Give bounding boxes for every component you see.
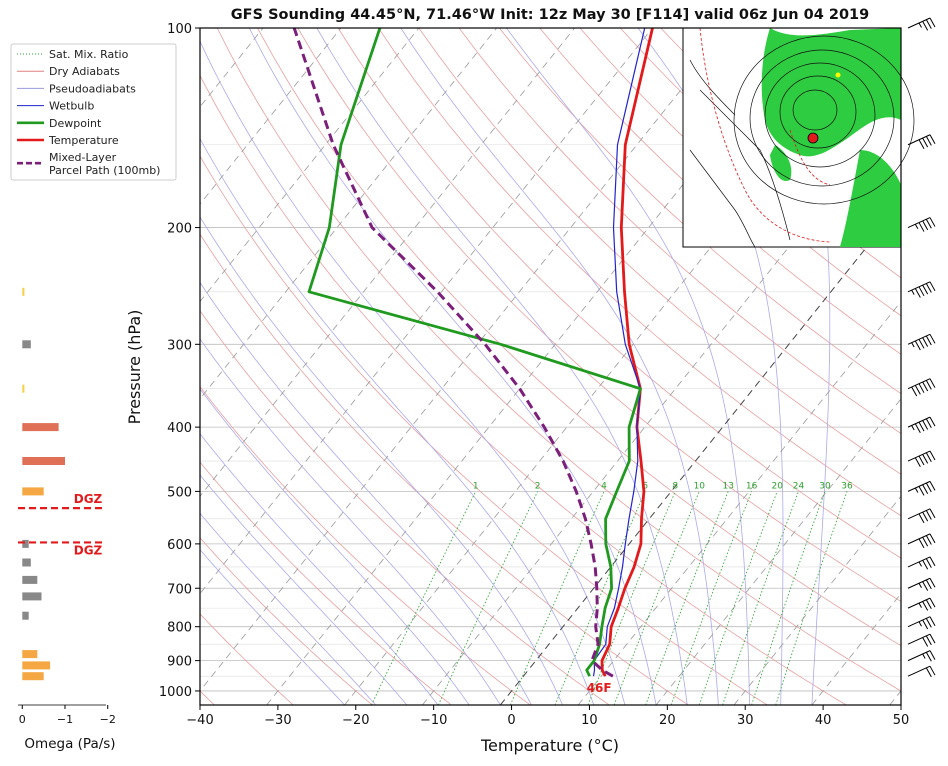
- y-axis-label: Pressure (hPa): [125, 310, 144, 425]
- legend-entry: Dewpoint: [49, 117, 102, 130]
- wind-barb: [907, 650, 936, 662]
- y-tick-label: 800: [167, 621, 192, 636]
- wind-barb: [907, 665, 936, 678]
- legend-entry: Dry Adiabats: [49, 65, 120, 78]
- wind-barb: [907, 450, 936, 467]
- mixing-ratio-label: 10: [694, 481, 706, 491]
- mixing-ratio-label: 2: [535, 481, 541, 491]
- x-tick-label: −40: [186, 713, 213, 728]
- x-tick-label: 50: [893, 713, 910, 728]
- y-tick-label: 700: [167, 582, 192, 597]
- surface-temperature-label: 46F: [587, 681, 612, 695]
- omega-bar: [22, 457, 65, 465]
- x-tick-label: −20: [342, 713, 369, 728]
- chart-title: GFS Sounding 44.45°N, 71.46°W Init: 12z …: [231, 7, 869, 23]
- omega-bar: [22, 592, 42, 601]
- wind-barb: [907, 556, 936, 570]
- legend-entry: Temperature: [48, 134, 119, 147]
- mixing-ratio-label: 20: [771, 481, 783, 491]
- omega-bar: [22, 287, 25, 296]
- dgz-label: DGZ: [74, 492, 103, 506]
- y-tick-label: 600: [167, 538, 192, 553]
- series-mixed-layer-parcel-path-100mb: [292, 28, 614, 678]
- omega-bar: [22, 650, 38, 659]
- x-tick-label: 20: [659, 713, 676, 728]
- inset-synoptic-map: [682, 27, 915, 248]
- mixing-ratio-label: 8: [672, 481, 678, 491]
- wind-barbs: [907, 17, 936, 678]
- mixing-ratio-label: 4: [601, 481, 607, 491]
- omega-bar: [22, 340, 31, 349]
- omega-tick-label: −1: [57, 713, 73, 726]
- omega-bar: [22, 575, 38, 584]
- x-axis-label: Temperature (°C): [480, 736, 619, 755]
- legend-entry: Pseudoadiabats: [49, 82, 136, 95]
- wind-barb: [907, 217, 936, 232]
- x-tick-label: 10: [581, 713, 598, 728]
- x-tick-label: 30: [737, 713, 754, 728]
- y-tick-label: 300: [167, 338, 192, 353]
- omega-bar: [22, 384, 25, 393]
- chart-legend: Sat. Mix. Ratio Dry Adiabats Pseudoadiabat…: [10, 43, 177, 181]
- mixing-ratio-label: 16: [746, 481, 758, 491]
- mixing-ratio-label: 6: [642, 481, 648, 491]
- y-tick-label: 200: [167, 222, 192, 237]
- series-wetbulb: [592, 28, 646, 677]
- legend-entry: Wetbulb: [49, 100, 94, 113]
- omega-bar: [22, 672, 44, 681]
- wind-barb: [907, 508, 936, 524]
- legend-entry: Sat. Mix. Ratio: [49, 48, 129, 61]
- y-tick-label: 100: [167, 22, 192, 37]
- wind-barb: [907, 333, 936, 351]
- plot-frame: [199, 27, 902, 706]
- omega-bar: [22, 611, 29, 620]
- wind-barb: [907, 616, 936, 630]
- wind-barb: [907, 480, 936, 496]
- wind-barb: [907, 378, 936, 397]
- omega-axis-label: Omega (Pa/s): [24, 736, 115, 752]
- y-tick-label: 400: [167, 421, 192, 436]
- y-tick-label: 500: [167, 485, 192, 500]
- mixing-ratio-label: 36: [841, 481, 853, 491]
- omega-panel: DGZ DGZ 0 −1 −2: [18, 287, 116, 726]
- mixing-ratio-label: 1: [473, 481, 479, 491]
- dgz-label: DGZ: [74, 543, 103, 557]
- wind-barb: [907, 134, 936, 149]
- wind-barb: [907, 17, 936, 31]
- y-tick-label: 1000: [159, 685, 192, 700]
- omega-bar: [22, 539, 29, 548]
- omega-bar: [22, 661, 51, 670]
- x-tick-label: −30: [264, 713, 291, 728]
- series-temperature: [600, 28, 654, 677]
- omega-tick-label: 0: [19, 713, 26, 726]
- mixing-ratio-label: 30: [819, 481, 831, 491]
- omega-bar: [22, 423, 59, 432]
- wind-barb: [907, 633, 936, 647]
- wind-barb: [907, 533, 936, 549]
- legend-entry-line2: Parcel Path (100mb): [49, 164, 160, 177]
- wind-barb: [907, 416, 936, 434]
- omega-tick-label: −2: [100, 713, 116, 726]
- omega-bar: [22, 487, 44, 496]
- x-tick-label: 0: [507, 713, 515, 728]
- wind-barb: [907, 577, 936, 591]
- mixing-ratio-label: 24: [793, 481, 805, 491]
- legend-entry: Mixed-Layer: [49, 151, 117, 164]
- wind-barb: [907, 281, 936, 298]
- x-tick-label: 40: [815, 713, 832, 728]
- y-tick-label: 900: [167, 655, 192, 670]
- omega-bar: [22, 558, 31, 567]
- mixing-ratio-label: 13: [722, 481, 733, 491]
- x-tick-label: −10: [420, 713, 447, 728]
- wind-barb: [907, 597, 936, 611]
